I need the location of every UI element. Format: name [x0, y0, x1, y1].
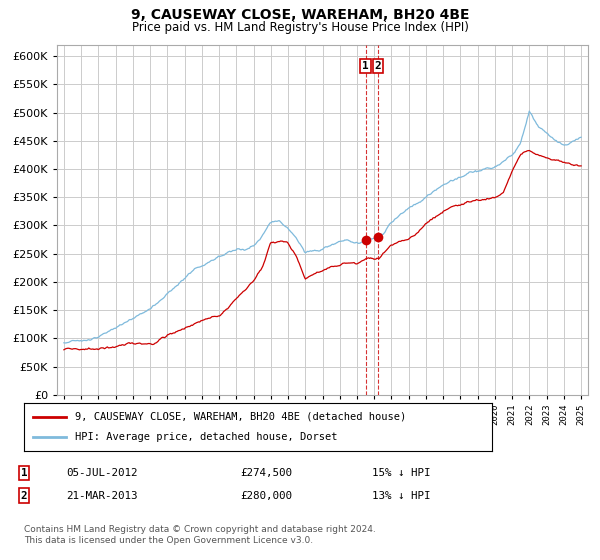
Text: 9, CAUSEWAY CLOSE, WAREHAM, BH20 4BE (detached house): 9, CAUSEWAY CLOSE, WAREHAM, BH20 4BE (de… — [76, 412, 407, 422]
Text: 2: 2 — [21, 491, 27, 501]
Text: 13% ↓ HPI: 13% ↓ HPI — [372, 491, 431, 501]
Text: 05-JUL-2012: 05-JUL-2012 — [66, 468, 137, 478]
Text: Price paid vs. HM Land Registry's House Price Index (HPI): Price paid vs. HM Land Registry's House … — [131, 21, 469, 34]
Text: Contains HM Land Registry data © Crown copyright and database right 2024.
This d: Contains HM Land Registry data © Crown c… — [24, 525, 376, 545]
Text: 9, CAUSEWAY CLOSE, WAREHAM, BH20 4BE: 9, CAUSEWAY CLOSE, WAREHAM, BH20 4BE — [131, 8, 469, 22]
Text: 1: 1 — [362, 60, 369, 71]
Text: £280,000: £280,000 — [240, 491, 292, 501]
Text: £274,500: £274,500 — [240, 468, 292, 478]
Text: HPI: Average price, detached house, Dorset: HPI: Average price, detached house, Dors… — [76, 432, 338, 442]
Text: 21-MAR-2013: 21-MAR-2013 — [66, 491, 137, 501]
Text: 15% ↓ HPI: 15% ↓ HPI — [372, 468, 431, 478]
Text: 2: 2 — [374, 60, 382, 71]
Text: 1: 1 — [21, 468, 27, 478]
